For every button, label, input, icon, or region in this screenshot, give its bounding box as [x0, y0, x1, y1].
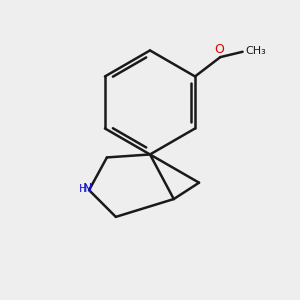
Text: CH₃: CH₃	[245, 46, 266, 56]
Text: N: N	[83, 182, 92, 195]
Text: O: O	[214, 43, 224, 56]
Text: H: H	[79, 184, 88, 194]
